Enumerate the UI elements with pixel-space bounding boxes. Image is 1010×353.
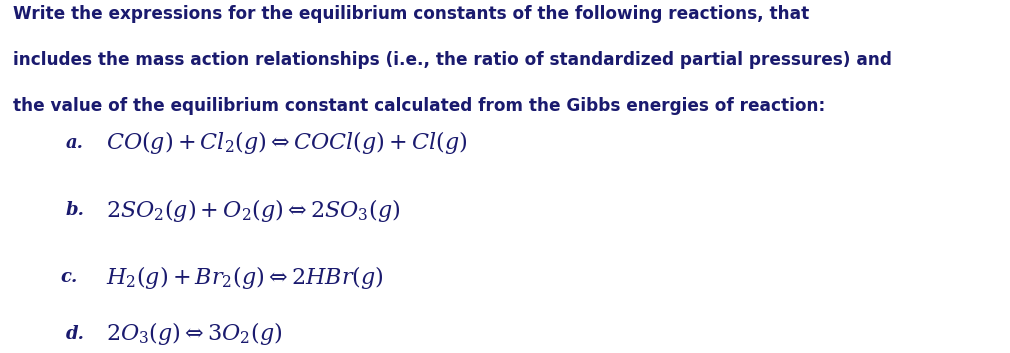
Text: $\mathit{2SO_2(g) + O_2(g) \Leftrightarrow 2SO_3(g)}$: $\mathit{2SO_2(g) + O_2(g) \Leftrightarr…: [106, 197, 400, 223]
Text: includes the mass action relationships (i.e., the ratio of standardized partial : includes the mass action relationships (…: [13, 51, 892, 69]
Text: d.: d.: [66, 325, 85, 342]
Text: $\mathit{2O_3(g) \Leftrightarrow 3O_2(g)}$: $\mathit{2O_3(g) \Leftrightarrow 3O_2(g)…: [106, 320, 283, 347]
Text: the value of the equilibrium constant calculated from the Gibbs energies of reac: the value of the equilibrium constant ca…: [13, 97, 825, 115]
Text: $\mathit{CO(g) + Cl_2(g) \Leftrightarrow COCl(g) + Cl(g)}$: $\mathit{CO(g) + Cl_2(g) \Leftrightarrow…: [106, 130, 468, 156]
Text: c.: c.: [61, 268, 78, 286]
Text: Write the expressions for the equilibrium constants of the following reactions, : Write the expressions for the equilibriu…: [13, 5, 809, 23]
Text: b.: b.: [66, 201, 85, 219]
Text: $\mathit{H_2(g) + Br_2(g) \Leftrightarrow 2HBr(g)}$: $\mathit{H_2(g) + Br_2(g) \Leftrightarro…: [106, 264, 384, 291]
Text: a.: a.: [66, 134, 84, 152]
